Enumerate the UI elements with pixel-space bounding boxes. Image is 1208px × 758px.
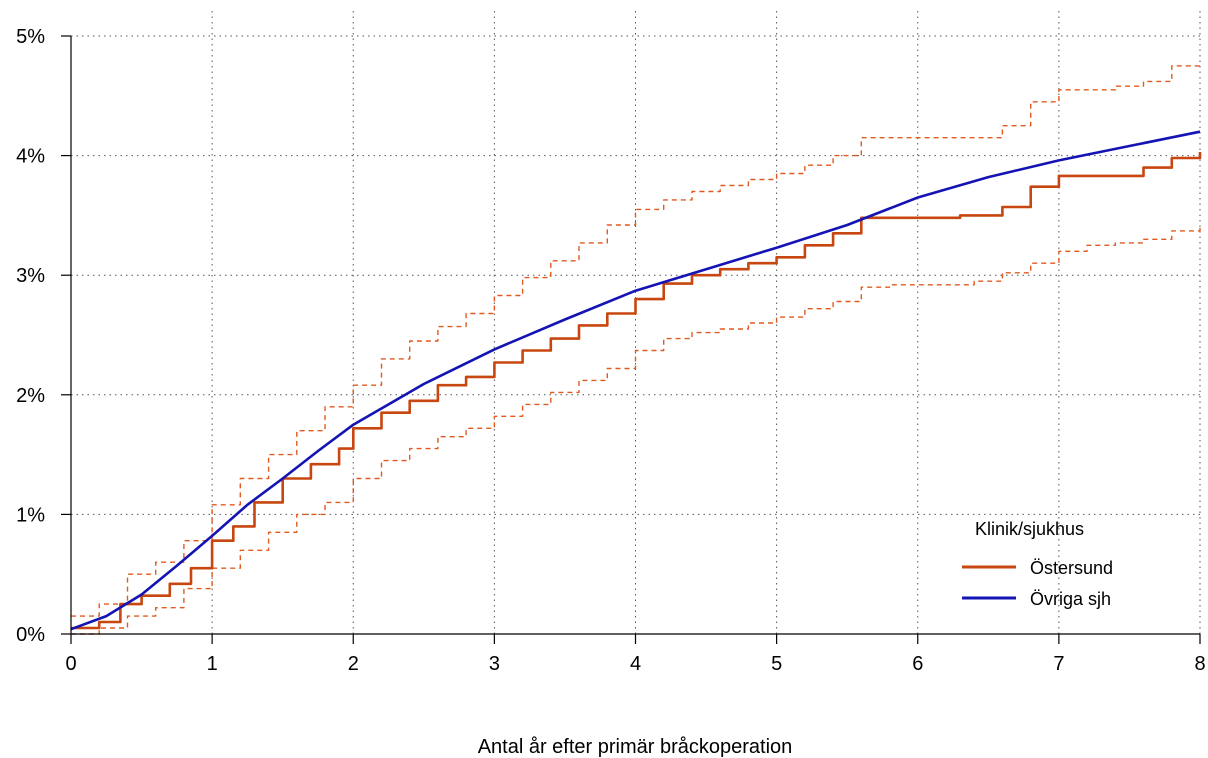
series-line-ostersund — [71, 152, 1202, 630]
x-tick-label: 1 — [207, 653, 218, 675]
x-tick-label: 5 — [771, 653, 782, 675]
x-tick-label: 0 — [65, 653, 76, 675]
legend-label-ostersund: Östersund — [1030, 558, 1113, 578]
y-tick-label: 5% — [16, 26, 45, 48]
y-tick-label: 3% — [16, 265, 45, 287]
legend: Klinik/sjukhus Östersund Övriga sjh — [962, 519, 1113, 609]
ci-lower-line-ostersund — [71, 227, 1201, 635]
ci-upper-line-ostersund — [71, 62, 1201, 617]
grid-layer — [71, 11, 1201, 634]
y-tick-label: 2% — [16, 385, 45, 407]
y-tick-label: 1% — [16, 504, 45, 526]
series-layer — [70, 62, 1202, 635]
series-line-ovriga-sjh — [70, 130, 1201, 631]
legend-title: Klinik/sjukhus — [975, 519, 1084, 539]
x-tick-label: 2 — [348, 653, 359, 675]
x-tick-label: 8 — [1194, 653, 1205, 675]
x-tick-label: 6 — [912, 653, 923, 675]
x-axis-label: Antal år efter primär bråckoperation — [478, 736, 793, 758]
x-tick-label: 7 — [1053, 653, 1064, 675]
axes-layer: 0% 1% 2% 3% 4% 5% 0 1 2 3 4 5 6 7 8 — [16, 26, 1205, 675]
x-tick-label: 4 — [630, 653, 641, 675]
y-tick-label: 0% — [16, 624, 45, 646]
legend-label-ovriga-sjh: Övriga sjh — [1030, 589, 1111, 609]
y-tick-label: 4% — [16, 146, 45, 168]
x-tick-label: 3 — [489, 653, 500, 675]
